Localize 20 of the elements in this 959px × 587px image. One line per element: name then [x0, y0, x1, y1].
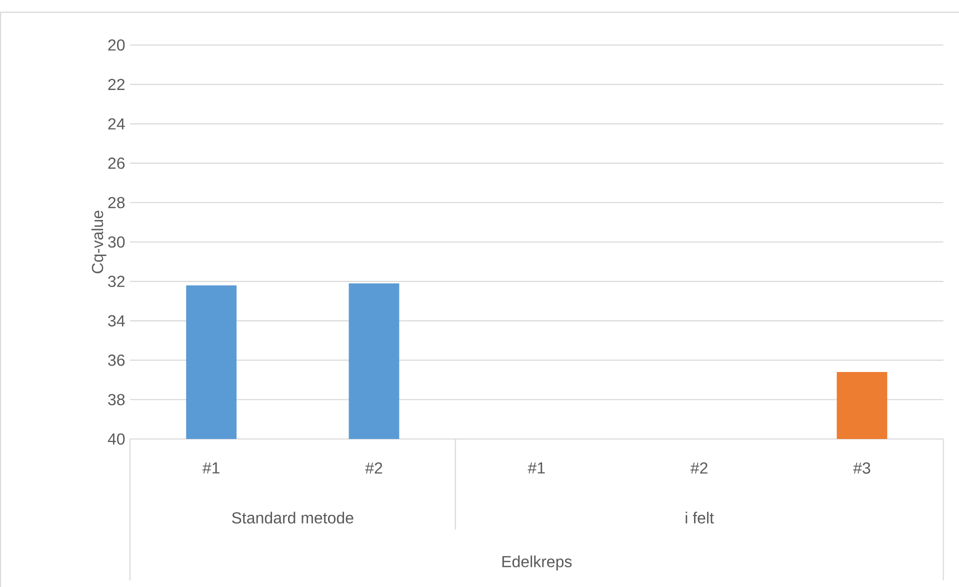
text: Standard metode: [232, 512, 354, 524]
x-tick-label: #3: [853, 462, 870, 474]
x-tick-label: #2: [690, 462, 708, 474]
y-tick-label: 20: [108, 39, 125, 51]
y-tick-label: 32: [108, 276, 124, 288]
y-axis-title: Cq-value: [91, 210, 106, 274]
text: i felt: [686, 512, 714, 524]
y-tick-label: 40: [108, 433, 125, 445]
x-tick-label: #1: [528, 462, 545, 474]
text: Edelkreps: [502, 556, 572, 570]
y-tick-label: 34: [108, 315, 125, 326]
y-tick-label: 24: [108, 118, 125, 130]
x-tick-label: #2: [365, 462, 382, 474]
y-tick-label: 30: [108, 236, 125, 248]
y-tick-label: 36: [108, 354, 125, 366]
y-tick-label: 28: [108, 196, 125, 208]
y-tick-label: 22: [108, 78, 124, 90]
y-tick-label: 26: [108, 158, 125, 169]
y-tick-label: 38: [108, 394, 125, 406]
x-tick-label: #1: [202, 462, 220, 474]
